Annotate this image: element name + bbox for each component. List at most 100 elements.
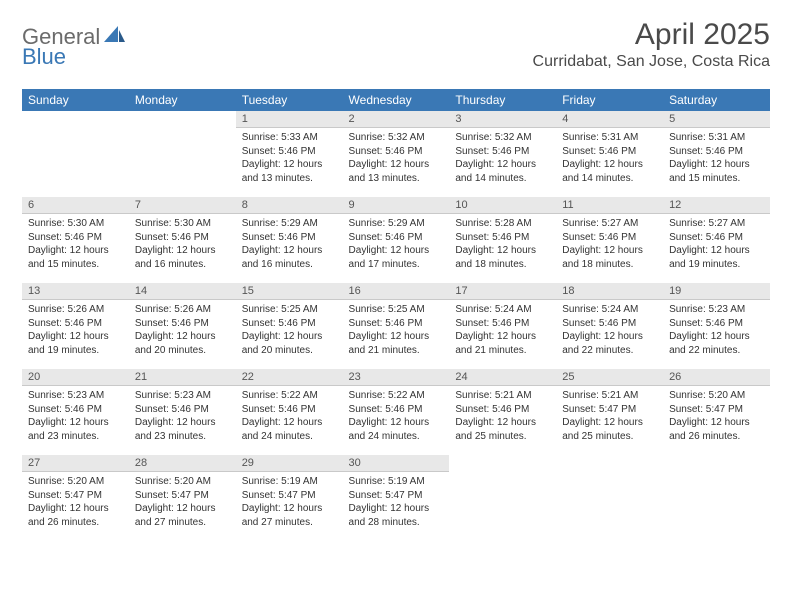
calendar-day-cell: 23 Sunrise: 5:22 AMSunset: 5:46 PMDayligh… xyxy=(343,369,450,455)
sunset-text: Sunset: 5:46 PM xyxy=(349,231,444,245)
daylight-text-line1: Daylight: 12 hours xyxy=(242,244,337,258)
sunset-text: Sunset: 5:46 PM xyxy=(349,403,444,417)
daylight-text-line1: Daylight: 12 hours xyxy=(669,158,764,172)
day-number: 14 xyxy=(129,283,236,300)
calendar-day-cell: 9Sunrise: 5:29 AMSunset: 5:46 PMDaylight… xyxy=(343,197,450,283)
day-number: 10 xyxy=(449,197,556,214)
calendar-day-cell xyxy=(22,111,129,197)
day-number: 15 xyxy=(236,283,343,300)
sunrise-text: Sunrise: 5:28 AM xyxy=(455,217,550,231)
daylight-text-line1: Daylight: 12 hours xyxy=(242,416,337,430)
sunset-text: Sunset: 5:47 PM xyxy=(28,489,123,503)
sunset-text: Sunset: 5:46 PM xyxy=(455,231,550,245)
sunrise-text: Sunrise: 5:23 AM xyxy=(28,389,123,403)
sunset-text: Sunset: 5:46 PM xyxy=(28,231,123,245)
day-details: Sunrise: 5:21 AMSunset: 5:47 PMDaylight:… xyxy=(556,386,663,447)
weekday-header: Saturday xyxy=(663,89,770,111)
sunset-text: Sunset: 5:47 PM xyxy=(562,403,657,417)
calendar-day-cell: 24Sunrise: 5:21 AMSunset: 5:46 PMDayligh… xyxy=(449,369,556,455)
sunrise-text: Sunrise: 5:19 AM xyxy=(242,475,337,489)
day-number: 19 xyxy=(663,283,770,300)
daylight-text-line1: Daylight: 12 hours xyxy=(349,416,444,430)
day-details: Sunrise: 5:21 AMSunset: 5:46 PMDaylight:… xyxy=(449,386,556,447)
daylight-text-line1: Daylight: 12 hours xyxy=(242,502,337,516)
calendar-day-cell: 27Sunrise: 5:20 AMSunset: 5:47 PMDayligh… xyxy=(22,455,129,541)
daylight-text-line2: and 24 minutes. xyxy=(349,430,444,444)
sunrise-text: Sunrise: 5:23 AM xyxy=(669,303,764,317)
day-details: Sunrise: 5:30 AMSunset: 5:46 PMDaylight:… xyxy=(22,214,129,275)
calendar-day-cell: 18Sunrise: 5:24 AMSunset: 5:46 PMDayligh… xyxy=(556,283,663,369)
sunset-text: Sunset: 5:47 PM xyxy=(242,489,337,503)
day-details: Sunrise: 5:25 AMSunset: 5:46 PMDaylight:… xyxy=(236,300,343,361)
daylight-text-line1: Daylight: 12 hours xyxy=(562,416,657,430)
daylight-text-line2: and 16 minutes. xyxy=(242,258,337,272)
daylight-text-line2: and 13 minutes. xyxy=(349,172,444,186)
sunset-text: Sunset: 5:46 PM xyxy=(135,231,230,245)
day-details: Sunrise: 5:26 AMSunset: 5:46 PMDaylight:… xyxy=(22,300,129,361)
day-details: Sunrise: 5:23 AMSunset: 5:46 PMDaylight:… xyxy=(129,386,236,447)
sunrise-text: Sunrise: 5:31 AM xyxy=(562,131,657,145)
sunrise-text: Sunrise: 5:22 AM xyxy=(242,389,337,403)
daylight-text-line1: Daylight: 12 hours xyxy=(242,158,337,172)
day-number: 18 xyxy=(556,283,663,300)
day-details: Sunrise: 5:29 AMSunset: 5:46 PMDaylight:… xyxy=(343,214,450,275)
daylight-text-line2: and 28 minutes. xyxy=(349,516,444,530)
logo-text-blue: Blue xyxy=(22,44,66,69)
daylight-text-line2: and 13 minutes. xyxy=(242,172,337,186)
calendar-week-row: 6Sunrise: 5:30 AMSunset: 5:46 PMDaylight… xyxy=(22,197,770,283)
day-number: 2 xyxy=(343,111,450,128)
daylight-text-line2: and 19 minutes. xyxy=(669,258,764,272)
sunset-text: Sunset: 5:47 PM xyxy=(135,489,230,503)
day-details: Sunrise: 5:26 AMSunset: 5:46 PMDaylight:… xyxy=(129,300,236,361)
day-number: 16 xyxy=(343,283,450,300)
daylight-text-line1: Daylight: 12 hours xyxy=(669,416,764,430)
calendar-week-row: 20Sunrise: 5:23 AMSunset: 5:46 PMDayligh… xyxy=(22,369,770,455)
calendar-day-cell: 10Sunrise: 5:28 AMSunset: 5:46 PMDayligh… xyxy=(449,197,556,283)
calendar-day-cell: 11Sunrise: 5:27 AMSunset: 5:46 PMDayligh… xyxy=(556,197,663,283)
sunset-text: Sunset: 5:46 PM xyxy=(242,145,337,159)
sunrise-text: Sunrise: 5:24 AM xyxy=(562,303,657,317)
sunset-text: Sunset: 5:47 PM xyxy=(349,489,444,503)
sunrise-text: Sunrise: 5:20 AM xyxy=(28,475,123,489)
weekday-header: Tuesday xyxy=(236,89,343,111)
daylight-text-line2: and 18 minutes. xyxy=(562,258,657,272)
sunset-text: Sunset: 5:46 PM xyxy=(349,317,444,331)
sunrise-text: Sunrise: 5:24 AM xyxy=(455,303,550,317)
daylight-text-line2: and 24 minutes. xyxy=(242,430,337,444)
sunset-text: Sunset: 5:46 PM xyxy=(562,145,657,159)
day-details: Sunrise: 5:28 AMSunset: 5:46 PMDaylight:… xyxy=(449,214,556,275)
sunrise-text: Sunrise: 5:20 AM xyxy=(669,389,764,403)
daylight-text-line2: and 21 minutes. xyxy=(455,344,550,358)
sunset-text: Sunset: 5:46 PM xyxy=(135,403,230,417)
calendar-day-cell: 15Sunrise: 5:25 AMSunset: 5:46 PMDayligh… xyxy=(236,283,343,369)
sunset-text: Sunset: 5:46 PM xyxy=(455,403,550,417)
day-details: Sunrise: 5:19 AMSunset: 5:47 PMDaylight:… xyxy=(236,472,343,533)
day-number: 29 xyxy=(236,455,343,472)
day-details: Sunrise: 5:32 AMSunset: 5:46 PMDaylight:… xyxy=(343,128,450,189)
day-number: 26 xyxy=(663,369,770,386)
daylight-text-line1: Daylight: 12 hours xyxy=(562,330,657,344)
weekday-header: Friday xyxy=(556,89,663,111)
calendar-day-cell: 21Sunrise: 5:23 AMSunset: 5:46 PMDayligh… xyxy=(129,369,236,455)
calendar-day-cell xyxy=(129,111,236,197)
day-number: 23 xyxy=(343,369,450,386)
sunrise-text: Sunrise: 5:21 AM xyxy=(562,389,657,403)
calendar-week-row: 1Sunrise: 5:33 AMSunset: 5:46 PMDaylight… xyxy=(22,111,770,197)
location-text: Curridabat, San Jose, Costa Rica xyxy=(533,53,770,71)
calendar-day-cell: 8Sunrise: 5:29 AMSunset: 5:46 PMDaylight… xyxy=(236,197,343,283)
calendar-day-cell: 20Sunrise: 5:23 AMSunset: 5:46 PMDayligh… xyxy=(22,369,129,455)
daylight-text-line1: Daylight: 12 hours xyxy=(669,330,764,344)
daylight-text-line1: Daylight: 12 hours xyxy=(28,330,123,344)
daylight-text-line1: Daylight: 12 hours xyxy=(28,416,123,430)
calendar-day-cell xyxy=(663,455,770,541)
sunrise-text: Sunrise: 5:22 AM xyxy=(349,389,444,403)
day-number: 8 xyxy=(236,197,343,214)
daylight-text-line1: Daylight: 12 hours xyxy=(28,502,123,516)
sunrise-text: Sunrise: 5:29 AM xyxy=(242,217,337,231)
daylight-text-line2: and 19 minutes. xyxy=(28,344,123,358)
day-details: Sunrise: 5:24 AMSunset: 5:46 PMDaylight:… xyxy=(556,300,663,361)
sunset-text: Sunset: 5:46 PM xyxy=(28,403,123,417)
daylight-text-line2: and 14 minutes. xyxy=(562,172,657,186)
day-number: 30 xyxy=(343,455,450,472)
calendar-day-cell: 16Sunrise: 5:25 AMSunset: 5:46 PMDayligh… xyxy=(343,283,450,369)
